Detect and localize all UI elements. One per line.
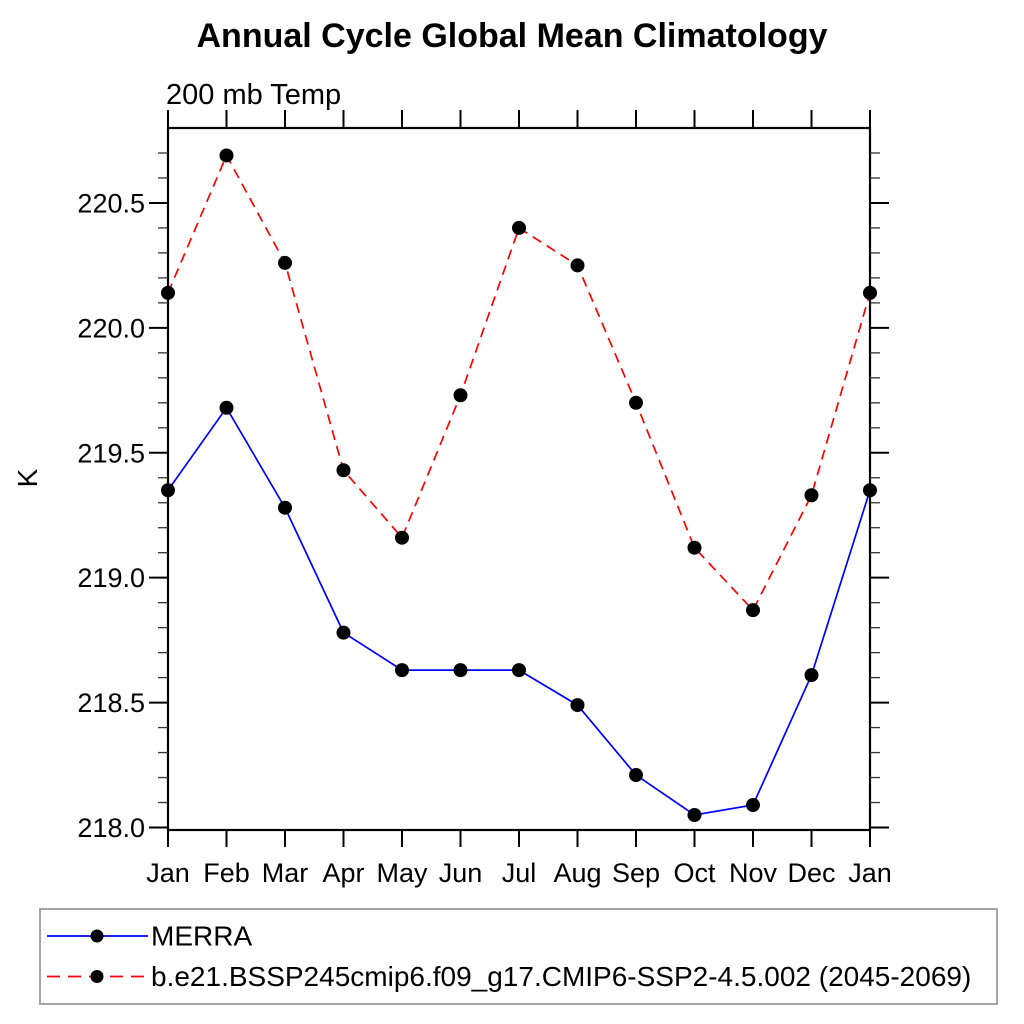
data-point [219,400,234,415]
data-point [570,258,585,273]
legend-box [39,908,998,1005]
x-tick-label: Mar [262,858,309,888]
chart-title: Annual Cycle Global Mean Climatology [197,17,828,55]
x-tick-label: Aug [553,858,601,888]
data-point [336,625,351,640]
data-point [629,395,643,410]
data-point [512,220,526,235]
x-tick-label: Oct [673,858,716,888]
data-point [570,698,585,713]
x-tick-label: Sep [612,858,660,888]
x-tick-label: Jun [439,858,483,888]
data-point [863,285,877,300]
data-point [395,530,409,545]
data-point [453,388,468,403]
data-point [804,488,819,503]
y-tick-label: 220.0 [77,313,145,343]
legend-marker [90,929,104,943]
data-point [746,798,760,813]
axes-group: 218.0 218.5 219.0 219.5 220.0 220.5 Jan Feb Mar A… [77,110,892,888]
data-point [804,668,819,683]
legend-label: MERRA [151,921,252,952]
legend-marker [90,970,104,983]
data-point [278,255,292,270]
x-tick-label: Jan [146,858,190,888]
series-line-0 [167,406,871,816]
legend-item: MERRA [47,921,252,952]
y-tick-label: 219.5 [77,438,145,468]
data-point [161,483,175,498]
x-tick-label: Jan [848,858,892,888]
series-group [161,148,877,823]
chart-subtitle: 200 mb Temp [166,79,341,111]
y-axis-unit-label: K [12,468,43,487]
data-point [453,663,468,678]
x-tick-label: Dec [787,858,835,888]
data-point [687,808,702,823]
data-point [863,483,877,498]
y-tick-label: 219.0 [77,563,145,593]
data-point [687,540,702,555]
y-tick-label: 220.5 [77,188,145,218]
data-point [219,148,234,163]
data-point [161,285,175,300]
data-point [278,500,292,515]
data-point [336,463,351,478]
data-point [512,663,526,678]
x-tick-label: Feb [203,858,250,888]
legend: MERRA b.e21.BSSP245cmip6.f09_g17.CMIP6-SS… [39,908,998,1005]
y-tick-label: 218.5 [77,688,145,718]
x-tick-label: Jul [502,858,537,888]
x-tick-label: Nov [729,858,778,888]
legend-item: b.e21.BSSP245cmip6.f09_g17.CMIP6-SSP2-4.… [47,961,971,992]
data-point [629,768,643,783]
x-tick-label: Apr [322,858,364,888]
y-tick-label: 218.0 [77,813,145,843]
data-point [395,663,409,678]
data-point [746,603,760,618]
legend-label: b.e21.BSSP245cmip6.f09_g17.CMIP6-SSP2-4.… [151,961,971,992]
x-tick-label: May [376,858,428,888]
